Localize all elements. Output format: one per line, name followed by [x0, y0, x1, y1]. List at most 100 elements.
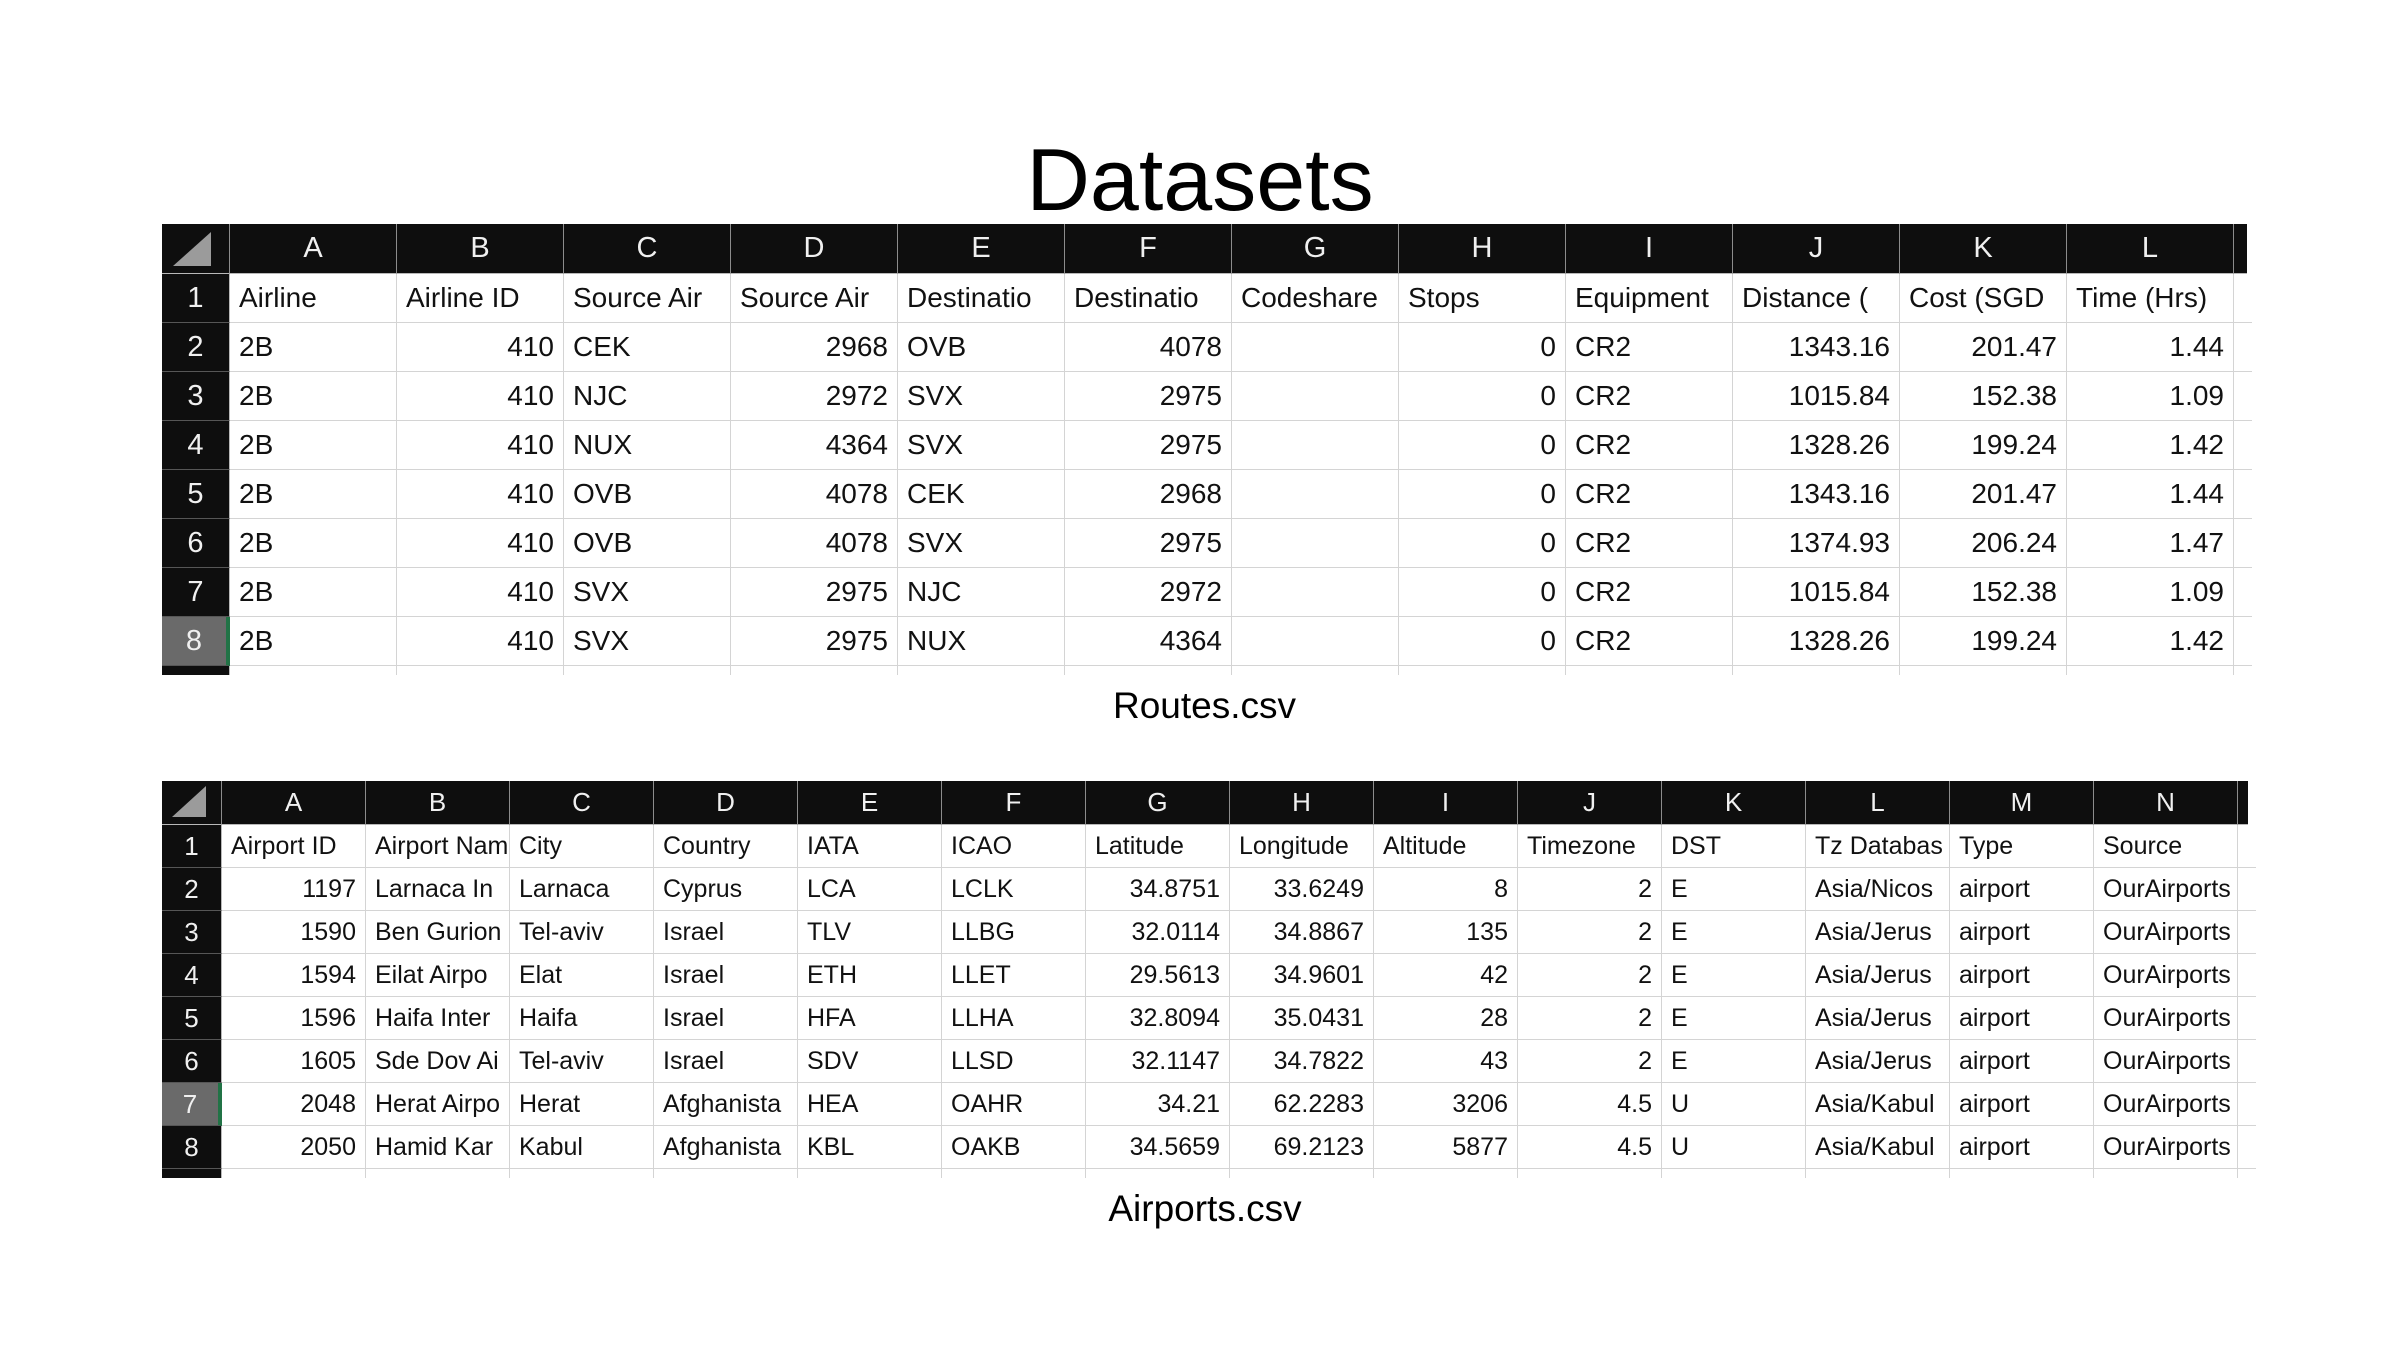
cell-C6[interactable]: OVB: [564, 519, 731, 568]
column-header-C[interactable]: C: [564, 224, 731, 274]
cell-I5[interactable]: CR2: [1566, 470, 1733, 519]
cell-B8[interactable]: 410: [397, 617, 564, 666]
cell-H7[interactable]: 62.2283: [1230, 1083, 1374, 1126]
cell-F3[interactable]: LLBG: [942, 911, 1086, 954]
column-header-J[interactable]: J: [1518, 781, 1662, 825]
cell-A3[interactable]: 2B: [230, 372, 397, 421]
cell-J7[interactable]: 1015.84: [1733, 568, 1900, 617]
cell-E1[interactable]: Destinatio: [898, 274, 1065, 323]
cell-N7[interactable]: OurAirports: [2094, 1083, 2238, 1126]
cell-C8[interactable]: SVX: [564, 617, 731, 666]
row-header-3[interactable]: 3: [162, 911, 222, 954]
cell-J2[interactable]: 2: [1518, 868, 1662, 911]
cell-C3[interactable]: NJC: [564, 372, 731, 421]
cell-K3[interactable]: 152.38: [1900, 372, 2067, 421]
cell-E6[interactable]: SDV: [798, 1040, 942, 1083]
cell-C6[interactable]: Tel-aviv: [510, 1040, 654, 1083]
column-header-H[interactable]: H: [1230, 781, 1374, 825]
cell-B7[interactable]: 410: [397, 568, 564, 617]
cell-L6[interactable]: 1.47: [2067, 519, 2234, 568]
cell-M3[interactable]: airport: [1950, 911, 2094, 954]
cell-K8[interactable]: 199.24: [1900, 617, 2067, 666]
cell-D1[interactable]: Source Air: [731, 274, 898, 323]
cell-I8[interactable]: CR2: [1566, 617, 1733, 666]
cell-E8[interactable]: NUX: [898, 617, 1065, 666]
column-header-K[interactable]: K: [1900, 224, 2067, 274]
cell-J8[interactable]: 4.5: [1518, 1126, 1662, 1169]
cell-L3[interactable]: 1.09: [2067, 372, 2234, 421]
cell-H6[interactable]: 0: [1399, 519, 1566, 568]
row-header-6[interactable]: 6: [162, 1040, 222, 1083]
cell-E2[interactable]: OVB: [898, 323, 1065, 372]
cell-A4[interactable]: 1594: [222, 954, 366, 997]
cell-G7[interactable]: [1232, 568, 1399, 617]
cell-M1[interactable]: Type: [1950, 825, 2094, 868]
cell-M7[interactable]: airport: [1950, 1083, 2094, 1126]
cell-H6[interactable]: 34.7822: [1230, 1040, 1374, 1083]
cell-H2[interactable]: 33.6249: [1230, 868, 1374, 911]
cell-G6[interactable]: [1232, 519, 1399, 568]
row-header-2[interactable]: 2: [162, 323, 230, 372]
cell-A5[interactable]: 1596: [222, 997, 366, 1040]
cell-F6[interactable]: LLSD: [942, 1040, 1086, 1083]
cell-G2[interactable]: [1232, 323, 1399, 372]
cell-C5[interactable]: OVB: [564, 470, 731, 519]
cell-B2[interactable]: 410: [397, 323, 564, 372]
cell-D1[interactable]: Country: [654, 825, 798, 868]
column-header-I[interactable]: I: [1374, 781, 1518, 825]
cell-B6[interactable]: Sde Dov Ai: [366, 1040, 510, 1083]
cell-L2[interactable]: Asia/Nicos: [1806, 868, 1950, 911]
column-header-L[interactable]: L: [1806, 781, 1950, 825]
cell-J3[interactable]: 1015.84: [1733, 372, 1900, 421]
cell-J8[interactable]: 1328.26: [1733, 617, 1900, 666]
cell-E1[interactable]: IATA: [798, 825, 942, 868]
cell-G1[interactable]: Latitude: [1086, 825, 1230, 868]
cell-J1[interactable]: Distance (: [1733, 274, 1900, 323]
row-header-7[interactable]: 7: [162, 1083, 222, 1126]
cell-A4[interactable]: 2B: [230, 421, 397, 470]
cell-K7[interactable]: 152.38: [1900, 568, 2067, 617]
row-header-6[interactable]: 6: [162, 519, 230, 568]
row-header-3[interactable]: 3: [162, 372, 230, 421]
cell-G5[interactable]: [1232, 470, 1399, 519]
cell-N6[interactable]: OurAirports: [2094, 1040, 2238, 1083]
cell-A6[interactable]: 2B: [230, 519, 397, 568]
cell-I5[interactable]: 28: [1374, 997, 1518, 1040]
cell-G7[interactable]: 34.21: [1086, 1083, 1230, 1126]
cell-I2[interactable]: 8: [1374, 868, 1518, 911]
row-header-2[interactable]: 2: [162, 868, 222, 911]
cell-D7[interactable]: 2975: [731, 568, 898, 617]
cell-H1[interactable]: Stops: [1399, 274, 1566, 323]
cell-H8[interactable]: 69.2123: [1230, 1126, 1374, 1169]
cell-D7[interactable]: Afghanista: [654, 1083, 798, 1126]
cell-A2[interactable]: 2B: [230, 323, 397, 372]
cell-H5[interactable]: 0: [1399, 470, 1566, 519]
row-header-4[interactable]: 4: [162, 421, 230, 470]
cell-J5[interactable]: 1343.16: [1733, 470, 1900, 519]
column-header-A[interactable]: A: [230, 224, 397, 274]
column-header-D[interactable]: D: [731, 224, 898, 274]
cell-I8[interactable]: 5877: [1374, 1126, 1518, 1169]
column-header-M[interactable]: M: [1950, 781, 2094, 825]
cell-G1[interactable]: Codeshare: [1232, 274, 1399, 323]
cell-L5[interactable]: 1.44: [2067, 470, 2234, 519]
column-header-E[interactable]: E: [898, 224, 1065, 274]
cell-N8[interactable]: OurAirports: [2094, 1126, 2238, 1169]
cell-H3[interactable]: 34.8867: [1230, 911, 1374, 954]
cell-K5[interactable]: E: [1662, 997, 1806, 1040]
cell-K2[interactable]: 201.47: [1900, 323, 2067, 372]
cell-D6[interactable]: Israel: [654, 1040, 798, 1083]
column-header-D[interactable]: D: [654, 781, 798, 825]
cell-E4[interactable]: ETH: [798, 954, 942, 997]
cell-C1[interactable]: Source Air: [564, 274, 731, 323]
cell-F6[interactable]: 2975: [1065, 519, 1232, 568]
cell-K8[interactable]: U: [1662, 1126, 1806, 1169]
column-header-E[interactable]: E: [798, 781, 942, 825]
cell-C7[interactable]: Herat: [510, 1083, 654, 1126]
cell-E4[interactable]: SVX: [898, 421, 1065, 470]
cell-C8[interactable]: Kabul: [510, 1126, 654, 1169]
cell-F1[interactable]: Destinatio: [1065, 274, 1232, 323]
cell-C1[interactable]: City: [510, 825, 654, 868]
cell-H7[interactable]: 0: [1399, 568, 1566, 617]
cell-L2[interactable]: 1.44: [2067, 323, 2234, 372]
